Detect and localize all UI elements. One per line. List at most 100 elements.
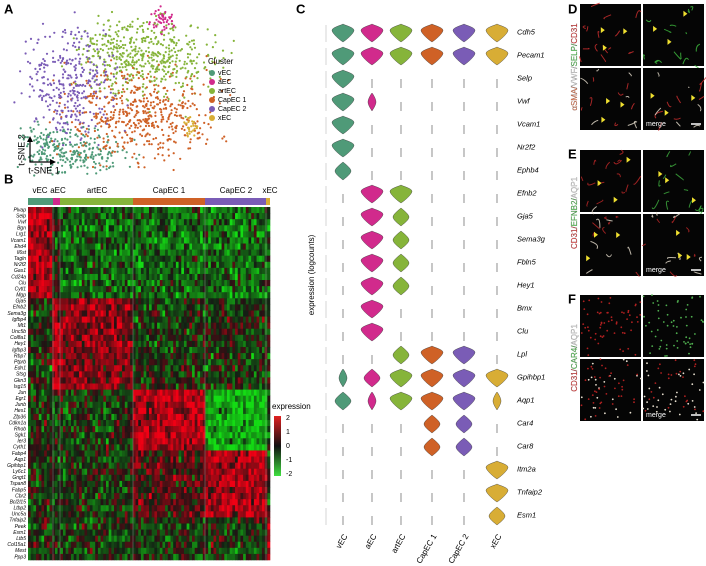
heatmap-cell	[171, 304, 174, 310]
tsne-point	[146, 21, 148, 23]
tsne-point	[87, 131, 89, 133]
tsne-point	[133, 153, 135, 155]
heatmap-cell	[171, 268, 174, 274]
heatmap-cell	[52, 450, 55, 456]
tsne-point	[110, 43, 112, 45]
heatmap-cell	[111, 554, 114, 560]
heatmap-cell	[50, 536, 53, 542]
heatmap-cell	[36, 256, 39, 262]
heatmap-cell	[130, 444, 133, 450]
heatmap-cell	[103, 463, 106, 469]
heatmap-cell	[63, 359, 66, 365]
heatmap-cell	[119, 396, 122, 402]
heatmap-cell	[146, 517, 149, 523]
heatmap-cell	[125, 511, 128, 517]
heatmap-cell	[111, 517, 114, 523]
heatmap-cell	[36, 298, 39, 304]
heatmap-cell	[79, 377, 82, 383]
heatmap-cell	[165, 463, 168, 469]
heatmap-cell	[60, 274, 63, 280]
heatmap-cell	[127, 304, 130, 310]
tsne-point	[174, 26, 176, 28]
heatmap-cell	[152, 250, 155, 256]
heatmap-cell	[44, 530, 47, 536]
heatmap-cell	[84, 341, 87, 347]
tsne-point	[155, 137, 157, 139]
heatmap-cell	[149, 511, 152, 517]
heatmap-cell	[101, 268, 104, 274]
heatmap-cell	[101, 432, 104, 438]
column-label: artEC	[87, 186, 108, 195]
heatmap-cell	[36, 292, 39, 298]
heatmap-cell	[157, 268, 160, 274]
heatmap-cell	[103, 244, 106, 250]
heatmap-cell	[179, 390, 182, 396]
heatmap-cell	[76, 329, 79, 335]
tsne-point	[49, 121, 51, 123]
heatmap-cell	[114, 499, 117, 505]
heatmap-cell	[28, 487, 31, 493]
heatmap-cell	[173, 432, 176, 438]
heatmap-cell	[87, 438, 90, 444]
heatmap-cell	[122, 244, 125, 250]
tsne-point	[61, 151, 63, 153]
tsne-point	[57, 147, 59, 149]
heatmap-cell	[144, 542, 147, 548]
heatmap-cell	[95, 517, 98, 523]
heatmap-cell	[79, 390, 82, 396]
heatmap-cell	[55, 384, 58, 390]
heatmap-cell	[50, 517, 53, 523]
heatmap-cell	[66, 298, 69, 304]
heatmap-cell	[28, 353, 31, 359]
heatmap-cell	[63, 371, 66, 377]
heatmap-cell	[138, 444, 141, 450]
heatmap-cell	[168, 347, 171, 353]
heatmap-cell	[66, 548, 69, 554]
tsne-point	[185, 116, 187, 118]
heatmap-cell	[41, 207, 44, 213]
heatmap-cell	[95, 219, 98, 225]
heatmap-cell	[146, 298, 149, 304]
tsne-point	[162, 16, 164, 18]
tsne-point	[158, 52, 160, 54]
heatmap-cell	[68, 207, 71, 213]
heatmap-cell	[63, 225, 66, 231]
tsne-point	[78, 63, 80, 65]
heatmap-cell	[127, 262, 130, 268]
heatmap-cell	[68, 536, 71, 542]
heatmap-cell	[154, 481, 157, 487]
tsne-point	[90, 40, 92, 42]
heatmap-cell	[127, 402, 130, 408]
tsne-point	[116, 103, 118, 105]
heatmap-cell	[55, 499, 58, 505]
heatmap-cell	[93, 310, 96, 316]
tsne-point	[47, 136, 49, 138]
heatmap-cell	[176, 286, 179, 292]
heatmap-cell	[28, 505, 31, 511]
heatmap-cell	[28, 463, 31, 469]
tsne-point	[96, 48, 98, 50]
tsne-point	[179, 60, 181, 62]
heatmap-cell	[119, 292, 122, 298]
heatmap-cell	[138, 542, 141, 548]
heatmap-cell	[103, 213, 106, 219]
heatmap-cell	[149, 237, 152, 243]
heatmap-cell	[66, 207, 69, 213]
heatmap-cell	[33, 517, 36, 523]
heatmap-cell	[50, 371, 53, 377]
heatmap-cell	[63, 390, 66, 396]
heatmap-cell	[173, 244, 176, 250]
tsne-point	[173, 47, 175, 49]
tsne-point	[69, 58, 71, 60]
heatmap-cell	[44, 548, 47, 554]
tsne-point	[153, 91, 155, 93]
heatmap-cell	[36, 237, 39, 243]
tsne-point	[116, 58, 118, 60]
heatmap-cell	[106, 371, 109, 377]
heatmap-cell	[47, 530, 50, 536]
tsne-point	[99, 164, 101, 166]
tsne-point	[118, 21, 120, 23]
tsne-point	[25, 41, 27, 43]
heatmap-cell	[63, 536, 66, 542]
heatmap-cell	[82, 420, 85, 426]
